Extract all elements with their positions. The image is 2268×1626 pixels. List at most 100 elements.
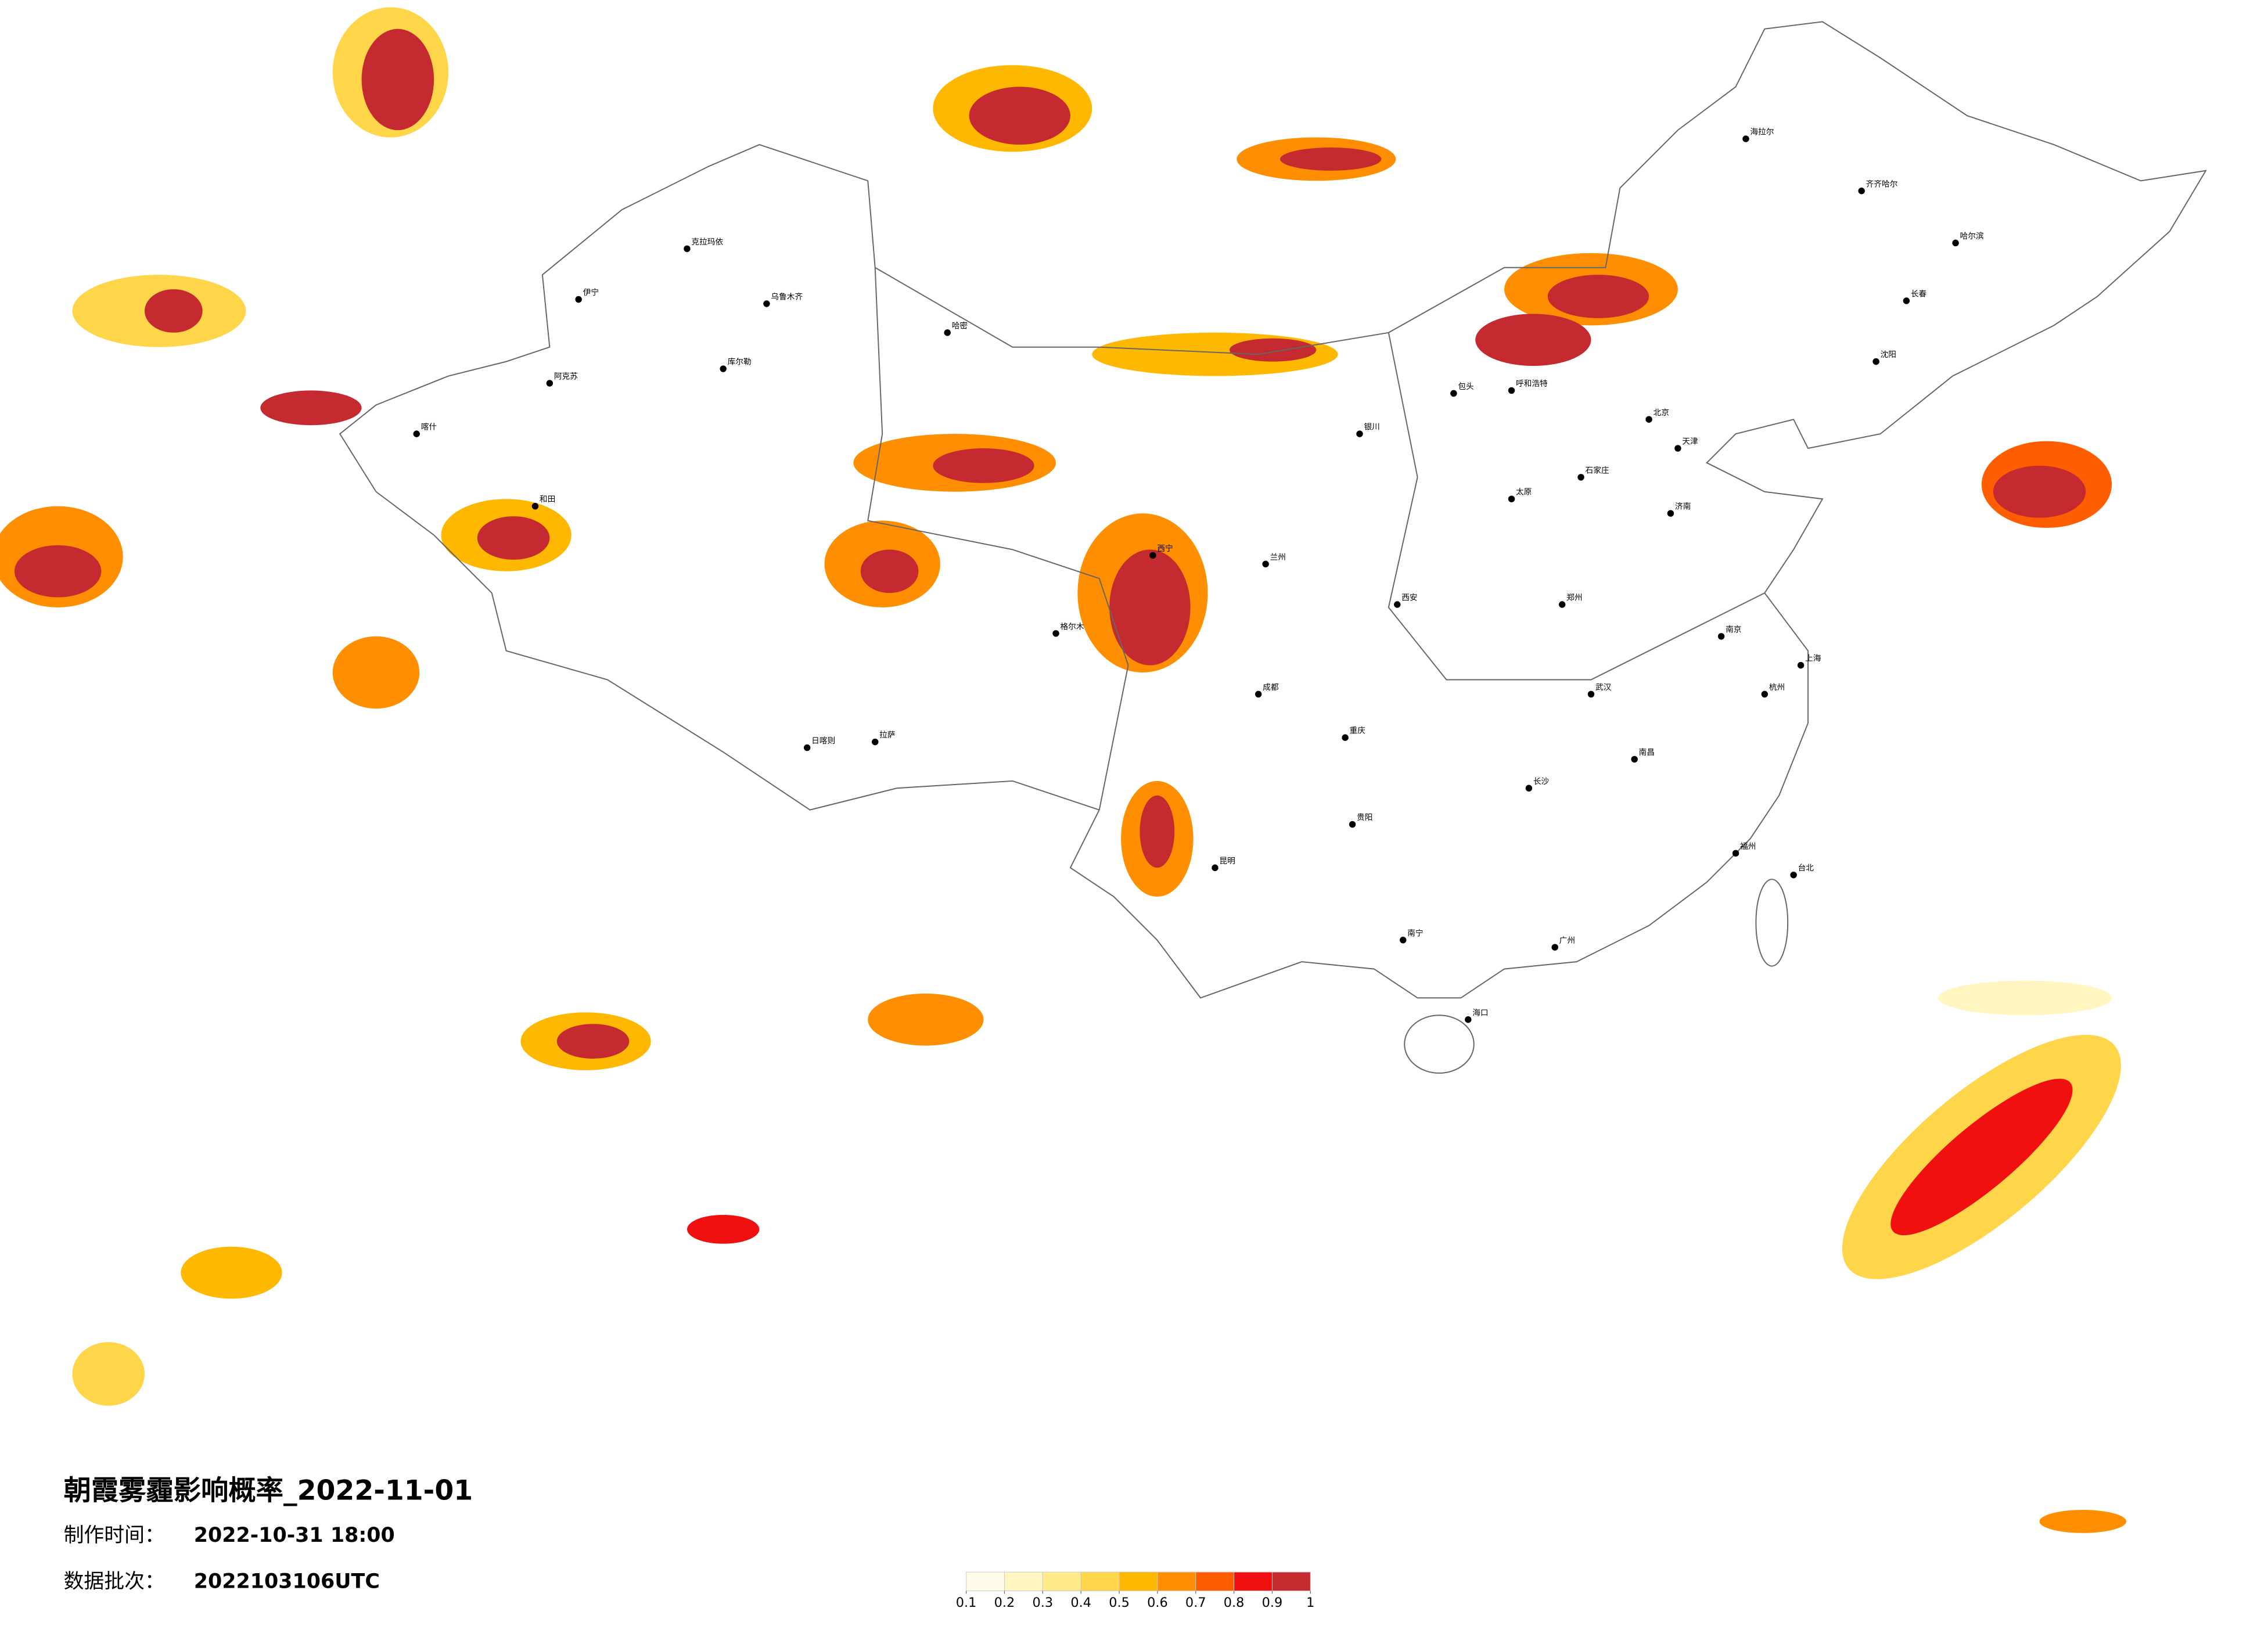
city-label: 沈阳 — [1881, 350, 1896, 359]
legend-tick-label: 0.6 — [1147, 1595, 1168, 1610]
city-label: 石家庄 — [1586, 465, 1609, 475]
city-label: 太原 — [1516, 488, 1532, 497]
legend-swatch — [1042, 1571, 1081, 1591]
city-dot — [1797, 661, 1805, 669]
city-dot — [720, 365, 727, 372]
city-dot — [1577, 474, 1584, 481]
city-dot — [1558, 601, 1566, 608]
city-dot — [1465, 1016, 1472, 1023]
city-label: 南宁 — [1407, 928, 1423, 938]
city-label: 海拉尔 — [1750, 128, 1774, 137]
legend-tick-label: 0.4 — [1070, 1595, 1091, 1610]
city-label: 重庆 — [1350, 726, 1366, 736]
city-label: 哈密 — [952, 321, 968, 330]
city-label: 拉萨 — [879, 731, 895, 740]
city-dot — [1667, 510, 1674, 517]
city-dot — [1952, 239, 1959, 247]
city-dot — [1349, 821, 1356, 828]
legend-swatch — [1195, 1571, 1235, 1591]
city-label: 呼和浩特 — [1516, 379, 1548, 388]
city-label: 和田 — [540, 495, 555, 504]
city-dot — [575, 296, 582, 303]
city-dot — [1508, 495, 1515, 502]
legend-tick-label: 0.7 — [1185, 1595, 1206, 1610]
batch: 2022103106UTC — [194, 1570, 380, 1593]
legend-tick-label: 1 — [1306, 1595, 1314, 1610]
city-label: 伊宁 — [583, 287, 599, 297]
city-label: 西宁 — [1157, 544, 1173, 553]
city-dot — [1645, 416, 1652, 423]
city-dot — [1052, 630, 1059, 637]
made-time: 2022-10-31 18:00 — [194, 1524, 395, 1547]
city-dot — [1674, 445, 1681, 452]
city-label: 包头 — [1458, 382, 1473, 391]
city-dot — [684, 245, 691, 253]
legend-swatch — [1119, 1571, 1158, 1591]
city-dot — [1394, 601, 1401, 608]
legend-tick-label: 0.3 — [1033, 1595, 1054, 1610]
legend-swatch — [1234, 1571, 1273, 1591]
city-label: 武汉 — [1595, 683, 1612, 692]
city-dot — [1858, 188, 1865, 195]
city-dot — [1903, 297, 1910, 304]
city-dot — [1399, 937, 1407, 944]
city-dot — [1717, 633, 1725, 640]
city-dot — [944, 329, 951, 336]
city-dot — [803, 744, 811, 751]
city-label: 长沙 — [1533, 777, 1550, 786]
city-dot — [763, 300, 770, 307]
city-dot — [1631, 756, 1638, 763]
city-label: 台北 — [1798, 864, 1814, 873]
batch-label: 数据批次： — [64, 1570, 165, 1593]
city-label: 阿克苏 — [554, 372, 578, 381]
city-label: 齐齐哈尔 — [1866, 179, 1898, 189]
city-label: 喀什 — [421, 423, 437, 432]
city-label: 日喀则 — [811, 736, 835, 746]
city-dot — [1342, 734, 1349, 741]
city-dot — [871, 738, 879, 746]
city-dot — [1450, 390, 1457, 397]
city-dot — [1262, 560, 1269, 567]
city-dot — [1587, 690, 1595, 698]
city-dot — [1790, 871, 1797, 879]
city-label: 天津 — [1682, 437, 1698, 447]
legend-tick-label: 0.9 — [1262, 1595, 1283, 1610]
haze-probability-field — [0, 7, 2126, 1533]
legend-swatch — [1004, 1571, 1043, 1591]
city-label: 济南 — [1675, 502, 1691, 512]
city-dot — [1742, 135, 1749, 142]
city-label: 郑州 — [1566, 593, 1582, 603]
city-label: 格尔木 — [1060, 622, 1084, 631]
city-label: 上海 — [1805, 654, 1821, 663]
city-label: 南京 — [1726, 625, 1741, 634]
legend-tick-label: 0.5 — [1109, 1595, 1130, 1610]
legend-swatch — [1080, 1571, 1120, 1591]
city-label: 哈尔滨 — [1960, 232, 1984, 241]
city-label: 福州 — [1740, 842, 1756, 851]
country-outline — [339, 21, 2207, 1074]
city-dot — [1508, 387, 1515, 394]
city-dot — [1149, 552, 1156, 559]
city-dot — [1732, 850, 1739, 857]
city-label: 南昌 — [1639, 748, 1655, 757]
title: 朝霞雾霾影响概率_2022-11-01 — [64, 1475, 473, 1507]
city-label: 北京 — [1654, 408, 1669, 418]
city-label: 海口 — [1472, 1008, 1488, 1017]
city-dot — [1761, 690, 1769, 698]
city-dot — [1551, 944, 1558, 951]
legend-tick-label: 0.1 — [956, 1595, 977, 1610]
made-label: 制作时间： — [64, 1524, 165, 1547]
legend: 0.1 0.2 0.3 0.4 0.5 0.6 0.7 0.8 0.9 1 — [956, 1571, 1314, 1610]
city-label: 杭州 — [1769, 683, 1785, 692]
city-label: 兰州 — [1270, 553, 1286, 562]
city-label: 库尔勒 — [728, 358, 752, 367]
city-label: 成都 — [1263, 683, 1279, 692]
city-label: 银川 — [1364, 423, 1379, 432]
city-label: 乌鲁木齐 — [771, 293, 803, 302]
city-dot — [531, 502, 539, 510]
city-label: 贵阳 — [1357, 813, 1372, 822]
city-label: 长春 — [1911, 290, 1927, 299]
city-dot — [413, 430, 420, 437]
